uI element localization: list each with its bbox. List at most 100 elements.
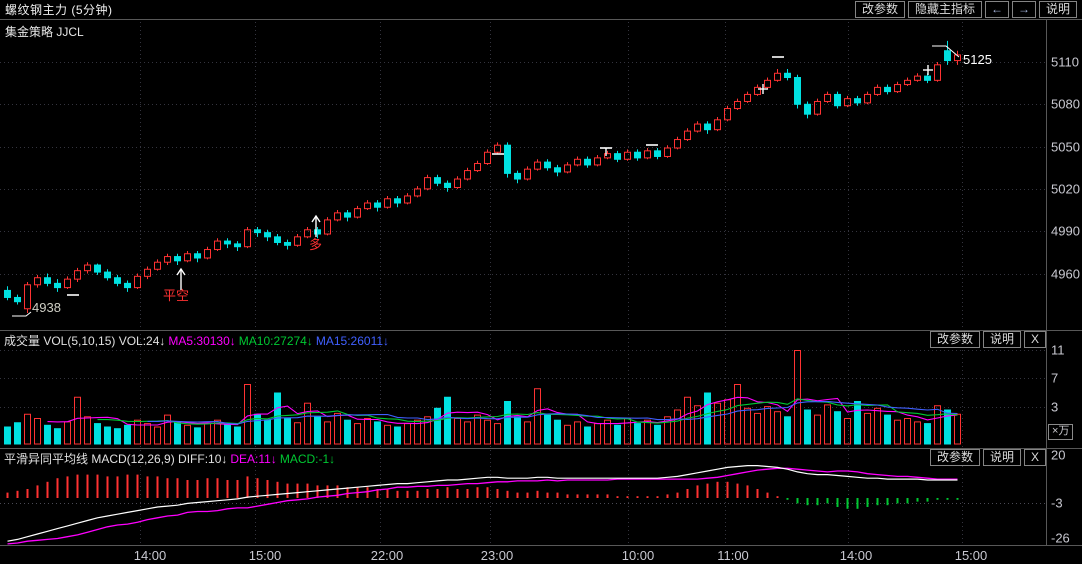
volume-bar xyxy=(14,422,21,445)
candle xyxy=(894,84,901,93)
candle xyxy=(444,182,451,188)
candle xyxy=(154,261,161,270)
volume-bar xyxy=(54,428,61,445)
annotation-text: 平空 xyxy=(163,288,189,303)
volume-ma15-line xyxy=(147,400,958,425)
volume-bar xyxy=(864,412,871,445)
volume-bar xyxy=(504,401,511,445)
candle xyxy=(314,229,321,235)
candle xyxy=(364,202,371,210)
volume-bar xyxy=(164,414,171,445)
panel-borders xyxy=(0,0,1082,546)
volume-bar xyxy=(414,419,421,445)
volume-bar xyxy=(444,396,451,445)
volume-bar xyxy=(954,413,961,445)
volume-change-params-button[interactable]: 改参数 xyxy=(930,331,981,348)
candle xyxy=(94,264,101,273)
candle xyxy=(914,75,921,81)
volume-bar xyxy=(294,422,301,445)
volume-bar xyxy=(714,402,721,445)
change-params-button[interactable]: 改参数 xyxy=(854,1,905,18)
candle xyxy=(374,202,381,208)
candle xyxy=(294,236,301,246)
volume-bar xyxy=(304,402,311,445)
volume-bar xyxy=(684,396,691,445)
candle xyxy=(754,86,761,95)
candle xyxy=(184,253,191,262)
up-arrow-head-icon xyxy=(311,214,321,223)
candle xyxy=(634,151,641,159)
time-tick: 15:00 xyxy=(248,548,282,563)
candle xyxy=(954,54,961,62)
macd-tick: -3 xyxy=(1051,495,1063,511)
indicator-value-text: 平滑异同平均线 MACD(12,26,9) DIFF:10↓ xyxy=(4,452,228,466)
hide-main-indicator-button[interactable]: 隐藏主指标 xyxy=(907,1,982,18)
candle xyxy=(934,64,941,81)
volume-bar xyxy=(394,426,401,445)
candle xyxy=(654,150,661,157)
price-tick: 5080 xyxy=(1051,96,1080,112)
macd-close-button[interactable]: X xyxy=(1024,449,1047,466)
macd-help-button[interactable]: 说明 xyxy=(983,449,1022,466)
volume-tick: 3 xyxy=(1051,399,1059,415)
candle xyxy=(254,229,261,234)
volume-bar xyxy=(384,424,391,445)
volume-bar xyxy=(94,423,101,445)
candle xyxy=(534,161,541,170)
volume-bar xyxy=(344,419,351,445)
volume-bar xyxy=(604,419,611,445)
volume-bar xyxy=(34,418,41,445)
candle xyxy=(274,236,281,243)
volume-bar xyxy=(784,416,791,445)
time-tick: 14:00 xyxy=(133,548,167,563)
candle xyxy=(484,151,491,165)
candle xyxy=(464,170,471,180)
candle xyxy=(424,177,431,190)
volume-close-button[interactable]: X xyxy=(1024,331,1047,348)
volume-bar xyxy=(534,388,541,445)
candle xyxy=(664,147,671,157)
volume-bar xyxy=(564,424,571,445)
volume-bar xyxy=(854,401,861,445)
volume-bar xyxy=(664,416,671,445)
volume-bar xyxy=(694,405,701,445)
volume-bar xyxy=(314,416,321,445)
candle xyxy=(124,282,131,289)
macd-change-params-button[interactable]: 改参数 xyxy=(930,449,981,466)
help-button[interactable]: 说明 xyxy=(1038,1,1077,18)
volume-ma10-line xyxy=(97,398,958,425)
volume-bar xyxy=(674,409,681,445)
candle xyxy=(734,100,741,110)
volume-bar xyxy=(204,423,211,445)
volume-bar xyxy=(364,418,371,445)
candle xyxy=(204,249,211,259)
chart-annotations: 4938 平空 多 5125 xyxy=(12,45,992,317)
macd-histogram xyxy=(6,474,959,509)
candlestick-series xyxy=(4,40,961,313)
volume-bar xyxy=(74,396,81,445)
volume-bar xyxy=(44,424,51,445)
prev-arrow-button[interactable]: ← xyxy=(984,1,1009,18)
candle xyxy=(244,229,251,248)
candle xyxy=(744,93,751,102)
macd-tick: -26 xyxy=(1051,530,1070,546)
volume-help-button[interactable]: 说明 xyxy=(983,331,1022,348)
candle xyxy=(514,172,521,180)
candle xyxy=(164,256,171,263)
candle xyxy=(854,98,861,104)
volume-bar xyxy=(84,416,91,445)
next-arrow-button[interactable]: → xyxy=(1011,1,1036,18)
indicator-value-text: 成交量 VOL(5,10,15) VOL:24↓ xyxy=(4,334,166,348)
candle xyxy=(474,163,481,172)
candle xyxy=(824,93,831,102)
price-tick: 5050 xyxy=(1051,139,1080,155)
candle xyxy=(454,178,461,188)
diff-line xyxy=(7,465,958,542)
time-tick: 11:00 xyxy=(717,548,749,563)
candle xyxy=(924,75,931,81)
candle xyxy=(64,278,71,289)
volume-bar xyxy=(594,423,601,445)
candle xyxy=(704,123,711,131)
